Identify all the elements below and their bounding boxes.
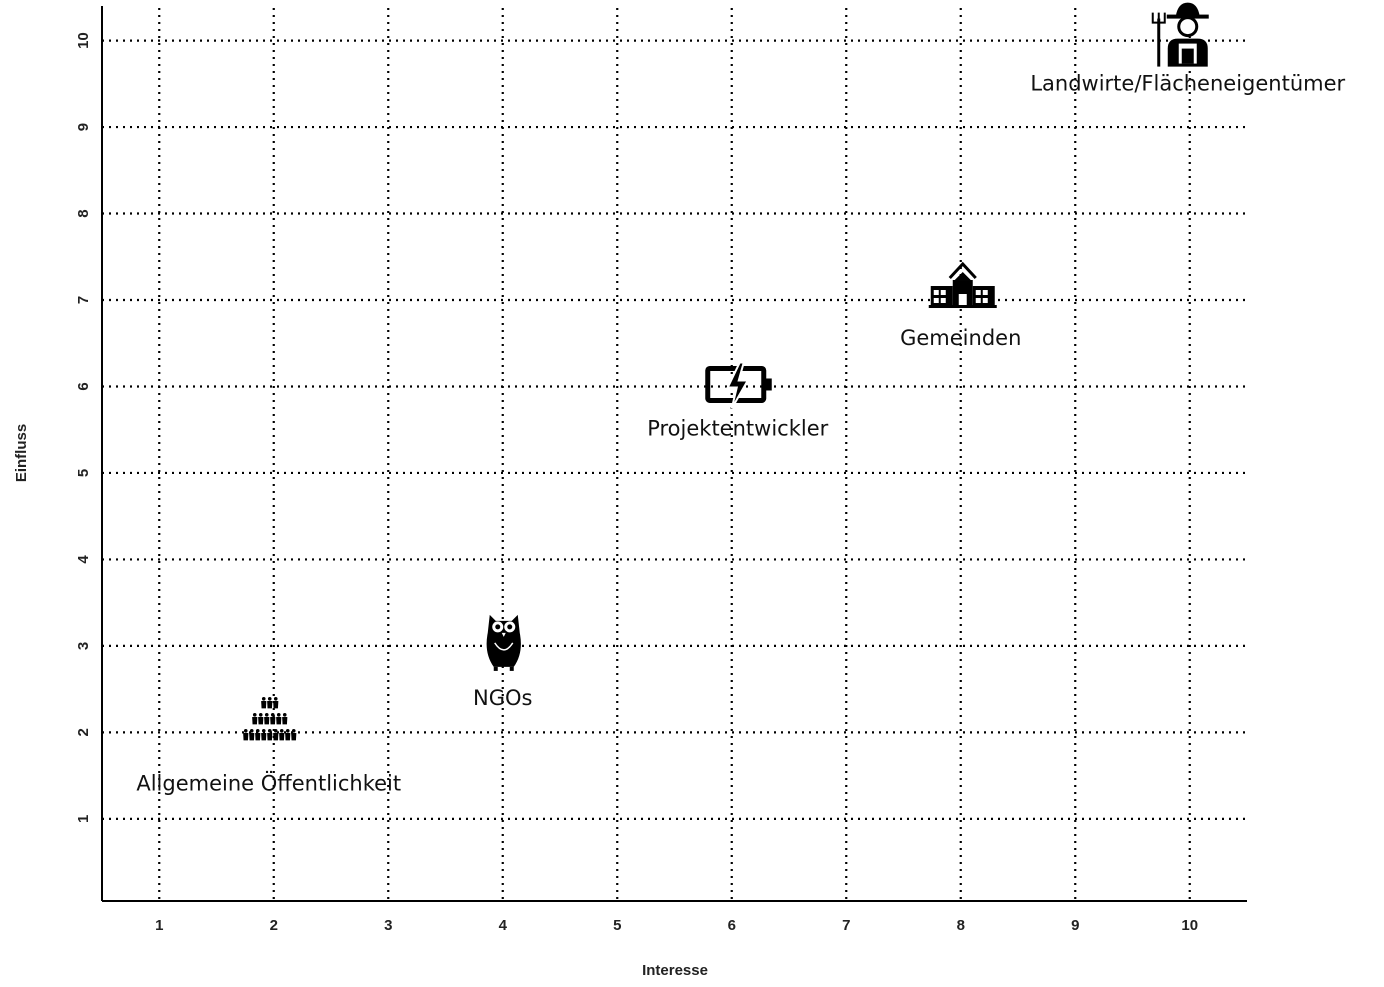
data-point: Gemeinden [900,261,1021,350]
data-point: Projektentwickler [647,361,829,440]
y-tick-label: 3 [75,642,92,650]
x-tick-labels: 1 2 3 4 5 6 7 8 9 10 [155,917,1198,934]
owl-icon [486,614,521,671]
data-points: Landwirte/Flächeneigentümer Gemeinden Proj… [136,2,1346,795]
x-tick-label: 1 [155,917,163,934]
point-label: Projektentwickler [647,416,828,440]
y-tick-labels: 1 2 3 4 5 6 7 8 9 10 [75,32,92,823]
y-tick-label: 9 [75,123,92,131]
y-tick-label: 8 [75,209,92,217]
y-tick-label: 4 [75,555,92,564]
x-tick-label: 8 [957,917,965,934]
x-tick-label: 6 [728,917,736,934]
crowd-icon [243,696,297,741]
battery-charging-icon [705,361,772,409]
grid [102,8,1247,901]
x-tick-label: 7 [842,917,850,934]
x-tick-label: 4 [499,917,508,934]
x-tick-label: 3 [384,917,392,934]
x-tick-label: 9 [1071,917,1079,934]
axes [101,6,1247,902]
y-axis-title: Einfluss [13,424,30,482]
y-tick-label: 1 [75,815,92,823]
x-tick-label: 10 [1181,917,1198,934]
point-label: NGOs [473,686,532,710]
data-point: NGOs [473,614,532,710]
x-tick-label: 2 [270,917,278,934]
y-tick-label: 5 [75,469,92,477]
point-label: Landwirte/Flächeneigentümer [1030,72,1345,96]
town-hall-icon [928,261,997,309]
point-label: Allgemeine Öffentlichkeit [136,770,401,795]
data-point: Landwirte/Flächeneigentümer [1030,2,1346,96]
x-axis-title: Interesse [642,962,708,979]
point-label: Gemeinden [900,326,1021,350]
y-tick-label: 6 [75,382,92,390]
y-tick-label: 10 [75,32,92,49]
y-tick-label: 2 [75,728,92,736]
x-tick-label: 5 [613,917,621,934]
data-point: Allgemeine Öffentlichkeit [136,696,401,795]
farmer-icon [1151,2,1209,67]
y-tick-label: 7 [75,296,92,304]
